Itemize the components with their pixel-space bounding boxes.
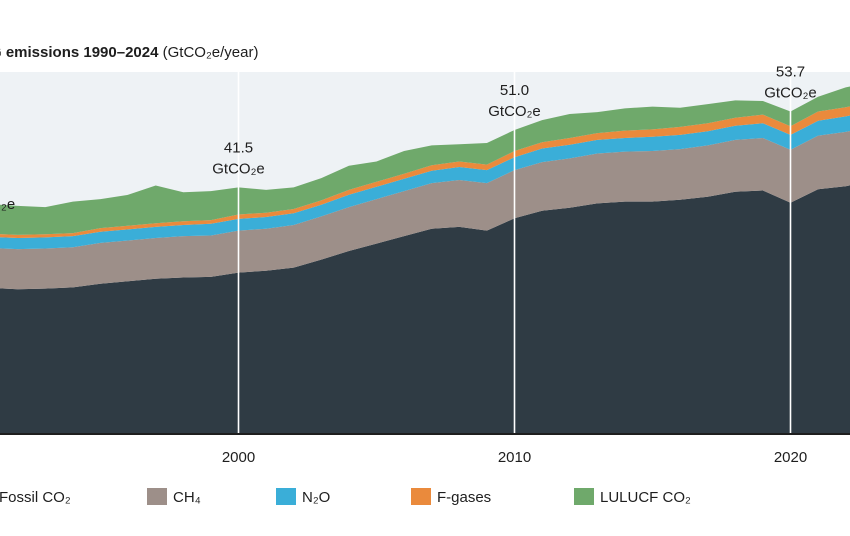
legend-label-n2o: N₂O [302, 489, 330, 506]
legend-label-ch4: CH₄ [173, 489, 201, 506]
annotation-value-2000: 41.5 [224, 139, 253, 156]
chart-title-main: G emissions 1990–2024 [0, 44, 159, 61]
legend-label-lulucf-co2: LULUCF CO₂ [600, 489, 691, 506]
chart-title-unit: (GtCO₂e/year) [162, 44, 259, 61]
chart-title: G emissions 1990–2024 (GtCO₂e/year) [0, 44, 258, 61]
area-f-gases [0, 106, 850, 238]
annotation-unit-2020: GtCO₂e [764, 84, 817, 101]
legend-swatch-n2o [276, 488, 296, 505]
x-tick-label-2000: 2000 [222, 449, 255, 466]
annotation-value-2010: 51.0 [500, 82, 529, 99]
x-tick-label-2010: 2010 [498, 449, 531, 466]
area-n2o [0, 115, 850, 250]
annotation-unit-2010: GtCO₂e [488, 103, 541, 120]
area-lulucf-co2 [0, 86, 850, 235]
legend-label-fossil-co2: Fossil CO₂ [0, 489, 71, 506]
annotation-unit-2000: GtCO₂e [212, 160, 265, 177]
annotation-unit-partial: ₂e [1, 196, 15, 213]
legend-label-f-gases: F-gases [437, 489, 491, 506]
x-tick-label-2020: 2020 [774, 449, 807, 466]
area-ch4 [0, 131, 850, 290]
annotation-value-2020: 53.7 [776, 63, 805, 80]
legend-swatch-ch4 [147, 488, 167, 505]
area-fossil-co2 [0, 185, 850, 433]
legend-swatch-lulucf-co2 [574, 488, 594, 505]
legend-swatch-f-gases [411, 488, 431, 505]
